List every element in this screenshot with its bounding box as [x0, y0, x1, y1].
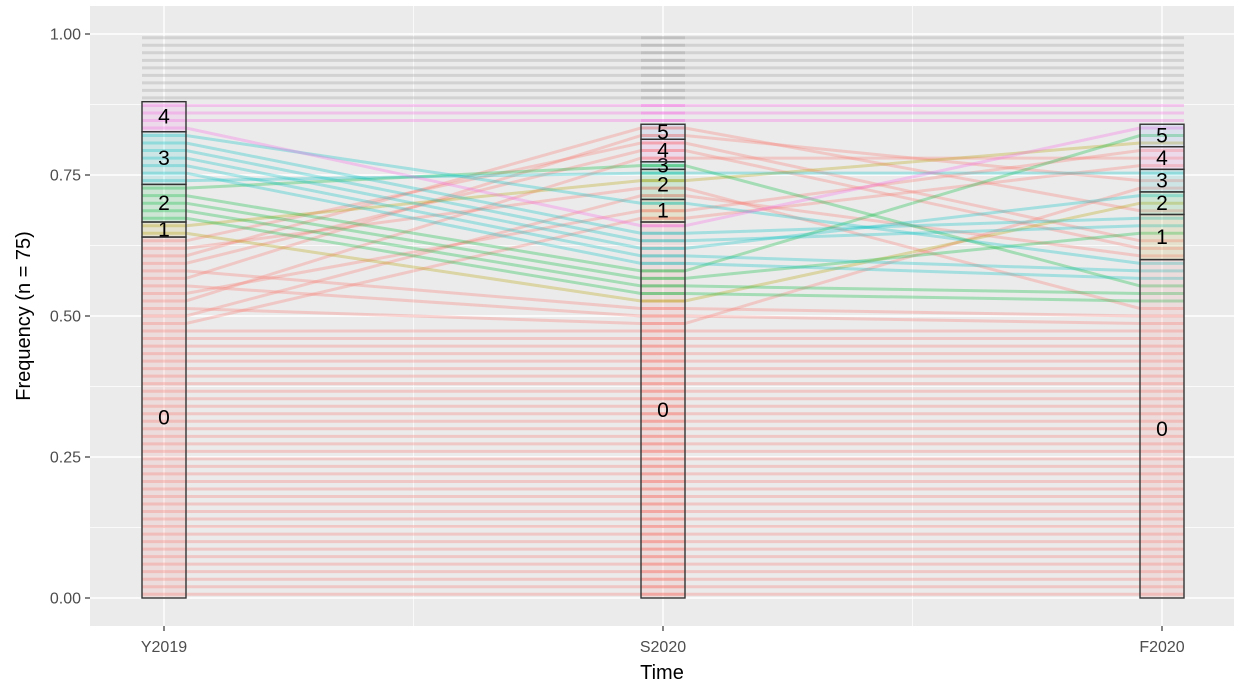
alluvium-flow — [142, 141, 685, 235]
alluvium-flow — [641, 186, 1184, 326]
stratum-box — [640, 221, 686, 599]
stratum-label: 3 — [158, 147, 170, 170]
stratum-box — [141, 183, 187, 223]
alluvium-flow — [641, 141, 1184, 183]
stratum-label: 4 — [657, 140, 669, 163]
x-axis: Y2019 S2020 F2020 — [141, 626, 1185, 656]
alluvium-flow — [142, 269, 685, 310]
alluvium-flow — [142, 156, 685, 303]
alluvium-flow — [142, 194, 685, 318]
alluvium-flow — [142, 164, 685, 258]
alluvium-flow — [142, 209, 685, 295]
alluvium-flow — [142, 186, 685, 250]
alluvium-flow — [641, 134, 1184, 183]
alluvium-flow — [142, 141, 685, 243]
stratum-label: 1 — [657, 200, 669, 223]
stratum-label: 0 — [1156, 418, 1168, 441]
alluvium-flow — [641, 231, 1184, 280]
alluvium-flow — [641, 134, 1184, 273]
stratum-box — [141, 100, 187, 133]
stratum-label: 2 — [158, 192, 170, 215]
alluvium-flow — [641, 254, 1184, 273]
alluvium-flow — [641, 314, 1184, 326]
alluvium-flow — [142, 134, 685, 205]
alluvium-flow — [641, 186, 1184, 310]
stratum-label: 4 — [158, 106, 170, 129]
y-axis: 0.00 0.25 0.50 0.75 1.00 — [50, 27, 90, 608]
alluvium-flow — [142, 194, 685, 273]
stratum-label: 3 — [1156, 170, 1168, 193]
alluvium-flow — [641, 194, 1184, 258]
alluvium-flow — [641, 224, 1184, 243]
alluvium-flow — [641, 201, 1184, 303]
stratum-label: 1 — [1156, 226, 1168, 249]
alluvium-flow — [641, 149, 1184, 213]
alluvium-flow — [641, 141, 1184, 243]
alluvium-flow — [142, 284, 685, 318]
alluvium-flow — [142, 201, 685, 280]
stratum-label: 4 — [1156, 147, 1168, 170]
y-axis-title: Frequency (n = 75) — [13, 231, 35, 401]
alluvium-flow — [641, 194, 1184, 250]
alluvium-flow — [641, 149, 1184, 250]
alluvium-flow — [641, 164, 1184, 288]
alluvium-flow — [142, 149, 685, 265]
x-tick-label: S2020 — [640, 639, 686, 656]
alluvium-flow — [142, 126, 685, 228]
stratum-box — [640, 123, 686, 140]
alluvium-flow — [641, 201, 1184, 265]
stratum-label: 5 — [1156, 125, 1168, 148]
stratum-label: 0 — [158, 407, 170, 430]
y-tick-label: 0.50 — [50, 309, 81, 326]
alluvium-flow — [142, 171, 685, 183]
alluvium-flow — [142, 306, 685, 326]
stratum-label: 2 — [1156, 192, 1168, 215]
alluvium-flow — [142, 231, 685, 303]
stratum-label: 0 — [657, 399, 669, 422]
alluvium-flow — [142, 179, 685, 228]
stratum-label: 3 — [657, 155, 669, 178]
stratum-label: 5 — [657, 121, 669, 144]
alluvium-flow — [142, 171, 685, 265]
x-tick-label: Y2019 — [141, 639, 187, 656]
alluvium-flow — [641, 126, 1184, 228]
major-gridlines — [90, 6, 1234, 626]
alluvium-flow — [641, 284, 1184, 295]
stratum-label: 1 — [158, 219, 170, 242]
alluvial-flows — [142, 36, 1184, 596]
x-tick-label: F2020 — [1139, 639, 1184, 656]
stratum-box — [1139, 213, 1185, 261]
alluvium-flow — [641, 261, 1184, 280]
alluvium-flow — [142, 149, 685, 243]
y-tick-label: 0.25 — [50, 450, 81, 467]
stratum-label: 2 — [657, 173, 669, 196]
alluvium-flow — [641, 291, 1184, 303]
alluvium-flow — [142, 164, 685, 190]
stratum-box — [1139, 123, 1185, 148]
y-tick-label: 1.00 — [50, 27, 81, 44]
y-tick-label: 0.00 — [50, 591, 81, 608]
alluvium-flow — [641, 164, 1184, 220]
alluvium-flow — [142, 126, 685, 258]
alluvium-flow — [641, 216, 1184, 235]
alluvium-flow — [142, 209, 685, 288]
alluvium-flow — [142, 156, 685, 250]
alluvium-flow — [142, 216, 685, 295]
x-axis-title: Time — [640, 662, 684, 684]
alluvium-flow — [142, 216, 685, 326]
stratum-box — [141, 131, 187, 186]
alluvium-flow — [641, 306, 1184, 318]
y-tick-label: 0.75 — [50, 168, 81, 185]
alluvium-flow — [142, 134, 685, 280]
alluvium-flow — [641, 126, 1184, 213]
